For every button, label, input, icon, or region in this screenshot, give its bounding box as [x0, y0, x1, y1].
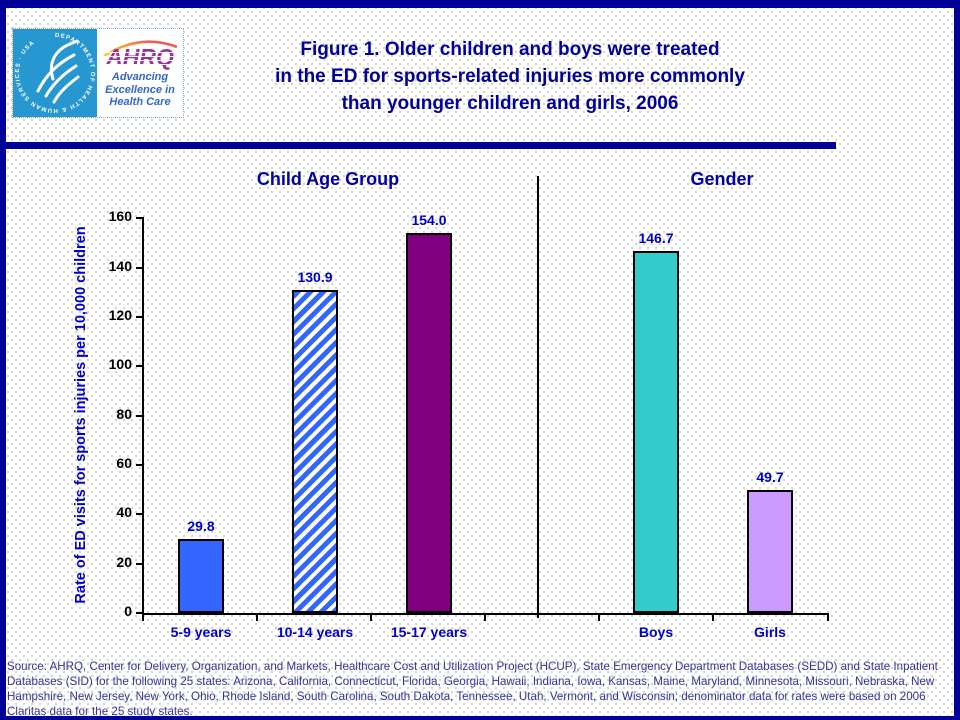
- frame-border-top: [0, 0, 960, 8]
- value-label: 154.0: [411, 212, 447, 228]
- bar-group-girls: 49.7: [730, 469, 810, 613]
- ahrq-speed-stripes: [104, 49, 176, 66]
- bar-15-17-years: [406, 233, 452, 613]
- category-label-15-17-years: 15-17 years: [390, 624, 468, 640]
- source-note: Source: AHRQ, Center for Delivery, Organ…: [7, 660, 938, 719]
- x-tick: [142, 613, 144, 621]
- frame-border-left: [0, 0, 6, 720]
- category-label-boys: Boys: [638, 624, 674, 640]
- bar-boys: [633, 251, 679, 613]
- value-label: 146.7: [638, 230, 674, 246]
- y-tick-label: 20: [116, 554, 132, 570]
- y-tick-label: 140: [108, 258, 132, 274]
- bar-5-9-years: [178, 539, 224, 613]
- y-tick: [136, 365, 143, 367]
- value-label: 49.7: [756, 469, 784, 485]
- y-tick-label: 60: [116, 455, 132, 471]
- bar-group-5-9-years: 29.8: [161, 518, 241, 613]
- value-label: 130.9: [297, 269, 333, 285]
- figure-title: Figure 1. Older children and boys were t…: [200, 36, 820, 117]
- section-header-age: Child Age Group: [256, 169, 400, 189]
- y-tick-label: 40: [116, 504, 132, 520]
- x-tick: [598, 613, 600, 621]
- header-divider-bar: [0, 142, 836, 149]
- y-tick-label: 160: [108, 208, 132, 224]
- bar-group-10-14-years: 130.9: [275, 269, 355, 613]
- y-tick: [136, 316, 143, 318]
- section-header-gender: Gender: [690, 169, 754, 189]
- figure-title-line1: Figure 1. Older children and boys were t…: [300, 39, 720, 60]
- y-tick: [136, 217, 143, 219]
- figure-title-line3: than younger children and girls, 2006: [341, 93, 679, 114]
- y-tick-label: 100: [108, 356, 132, 372]
- y-tick: [136, 563, 143, 565]
- ahrq-acronym: AHRQ: [104, 46, 176, 69]
- x-tick: [712, 613, 714, 621]
- y-axis-line: [142, 217, 144, 615]
- frame-border-bottom: [0, 716, 960, 720]
- ahrq-tagline: Advancing Excellence in Health Care: [105, 71, 175, 108]
- section-divider-line: [537, 176, 539, 618]
- ahrq-logo: AHRQ Advancing Excellence in Health Care: [97, 29, 183, 117]
- agency-logo: DEPARTMENT OF HEALTH & HUMAN SERVICES · …: [12, 28, 184, 118]
- y-tick: [136, 267, 143, 269]
- y-tick-label: 0: [124, 603, 132, 619]
- category-label-10-14-years: 10-14 years: [276, 624, 354, 640]
- x-tick: [827, 613, 829, 621]
- category-label-5-9-years: 5-9 years: [170, 624, 232, 640]
- figure-title-line2: in the ED for sports-related injuries mo…: [275, 66, 745, 87]
- value-label: 29.8: [187, 518, 215, 534]
- y-tick-label: 120: [108, 307, 132, 323]
- bar-10-14-years: [292, 290, 338, 613]
- y-tick: [136, 612, 143, 614]
- y-tick: [136, 464, 143, 466]
- frame-border-right: [954, 0, 960, 720]
- x-tick: [256, 613, 258, 621]
- x-tick: [484, 613, 486, 621]
- x-tick: [370, 613, 372, 621]
- bar-group-15-17-years: 154.0: [389, 212, 469, 613]
- hhs-eagle-icon: DEPARTMENT OF HEALTH & HUMAN SERVICES · …: [13, 29, 97, 117]
- bar-group-boys: 146.7: [616, 230, 696, 613]
- bar-girls: [747, 490, 793, 613]
- category-label-girls: Girls: [754, 624, 786, 640]
- y-tick-label: 80: [116, 406, 132, 422]
- y-tick: [136, 415, 143, 417]
- y-tick: [136, 513, 143, 515]
